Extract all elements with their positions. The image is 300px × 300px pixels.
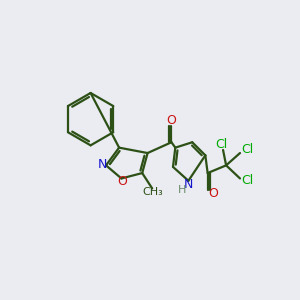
- Text: Cl: Cl: [215, 138, 228, 151]
- Text: Cl: Cl: [241, 174, 253, 187]
- Text: CH₃: CH₃: [142, 187, 164, 197]
- Text: O: O: [117, 175, 127, 188]
- Text: N: N: [184, 178, 193, 191]
- Text: N: N: [98, 158, 107, 171]
- Text: O: O: [167, 114, 176, 127]
- Text: O: O: [208, 187, 218, 200]
- Text: Cl: Cl: [241, 143, 253, 157]
- Text: H: H: [178, 185, 186, 195]
